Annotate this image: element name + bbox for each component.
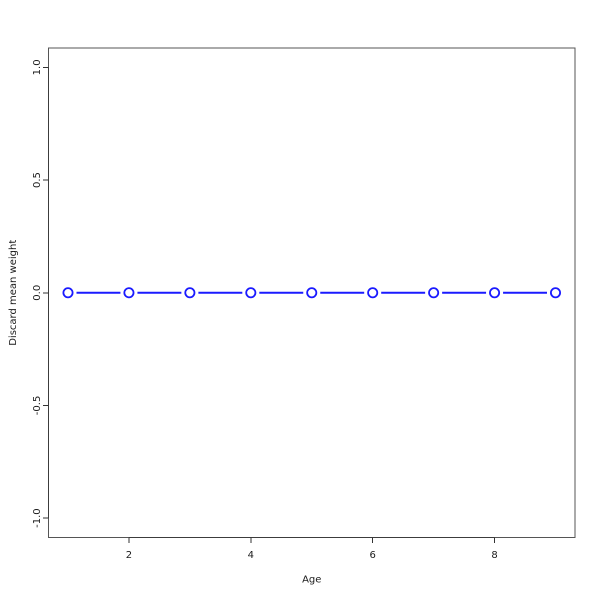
data-point-marker: [367, 287, 379, 299]
y-axis-title: Discard mean weight: [8, 240, 19, 346]
y-tick-label: 0.0: [32, 285, 43, 301]
x-axis-title: Age: [302, 575, 321, 586]
x-tick-label: 2: [126, 550, 132, 561]
data-point-marker: [184, 287, 196, 299]
y-tick-label: -1.0: [32, 508, 43, 528]
data-point-marker: [245, 287, 257, 299]
data-point-marker: [123, 287, 135, 299]
y-tick-label: 0.5: [32, 172, 43, 188]
x-tick-label: 6: [370, 550, 376, 561]
data-point-marker: [62, 287, 74, 299]
x-tick-label: 8: [491, 550, 497, 561]
data-point-marker: [489, 287, 501, 299]
y-tick-label: 1.0: [32, 59, 43, 75]
data-point-marker: [550, 287, 562, 299]
data-point-marker: [306, 287, 318, 299]
x-tick-label: 4: [248, 550, 254, 561]
y-tick-label: -0.5: [32, 396, 43, 416]
data-point-marker: [428, 287, 440, 299]
